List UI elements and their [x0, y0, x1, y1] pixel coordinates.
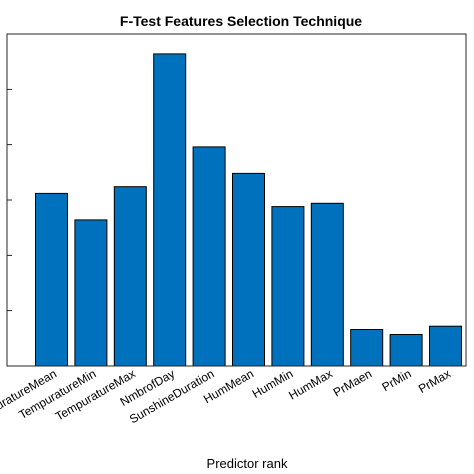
bar-tempuraturemax — [113, 186, 147, 367]
bar-hummin — [271, 206, 305, 367]
chart-title: F-Test Features Selection Technique — [120, 13, 362, 29]
bars-group — [35, 53, 462, 367]
y-ticks-group — [7, 33, 12, 367]
bar-prmin — [389, 334, 423, 367]
bar-tempuraturemin — [74, 219, 108, 367]
bar-hummean — [232, 172, 265, 367]
bar-sunshineduration — [192, 146, 226, 367]
bar-tempuraturemean — [35, 192, 68, 367]
x-tick-label: PrMin — [379, 366, 413, 394]
x-tick-labels-group: TempuratureMeanTempuratureMinTempurature… — [0, 366, 453, 427]
bar-prmax — [429, 325, 462, 367]
bar-nmbrofday — [153, 53, 187, 367]
x-axis-label: Predictor rank — [207, 456, 288, 471]
plot-area-frame — [6, 33, 467, 367]
x-tick-label: PrMax — [416, 366, 453, 395]
x-tick-label: HumMax — [286, 366, 335, 402]
bar-prmaen — [350, 329, 384, 367]
bar-hummax — [310, 202, 344, 367]
x-tick-label: PrMaen — [331, 366, 374, 399]
